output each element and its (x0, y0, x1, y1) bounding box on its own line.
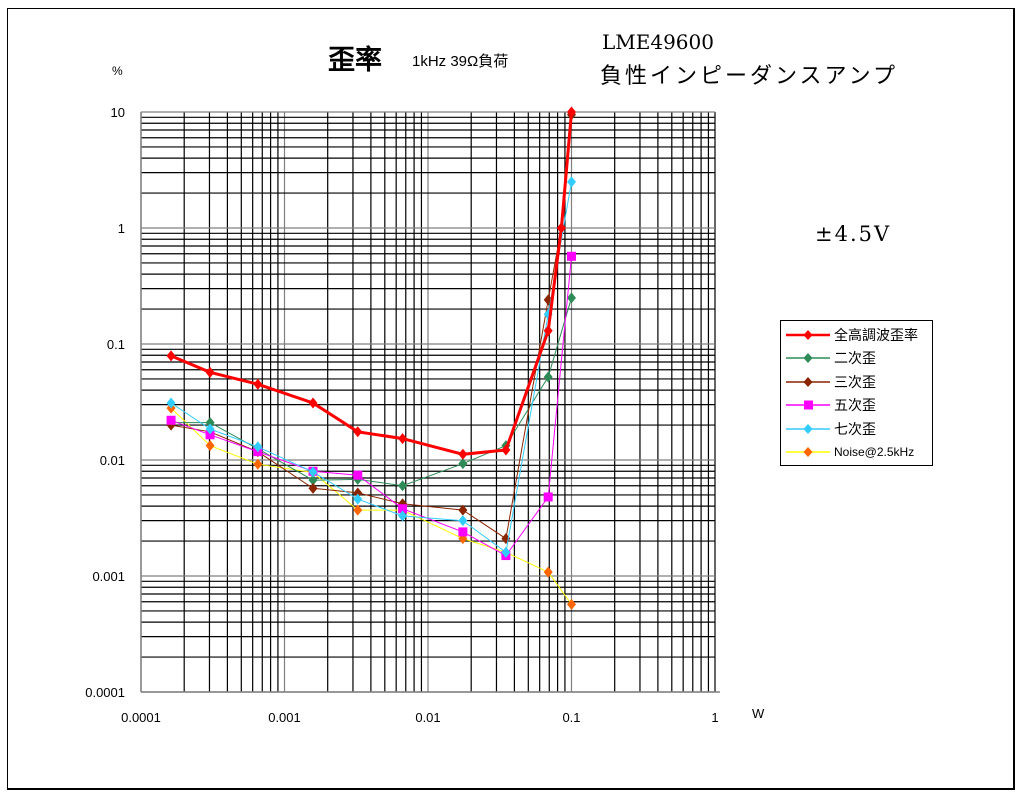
legend-swatch-2nd (786, 353, 830, 364)
data-series (166, 106, 576, 610)
legend-label: 全高調波歪率 (834, 327, 918, 344)
legend-swatch-3rd (786, 376, 830, 387)
supply-voltage-annotation: ±4.5V (815, 222, 892, 246)
legend: 全高調波歪率 二次歪 三次歪 五次歪 七次歪 Noise@2.5kHz (780, 320, 933, 466)
legend-item-2nd: 二次歪 (781, 347, 932, 371)
svg-text:0.01: 0.01 (415, 710, 440, 725)
legend-label: 七次歪 (834, 421, 876, 438)
legend-item-5th: 五次歪 (781, 394, 932, 418)
svg-text:0.001: 0.001 (92, 569, 125, 584)
svg-text:10: 10 (111, 105, 125, 120)
device-name: LME49600 (602, 30, 714, 54)
legend-item-thd: 全高調波歪率 (781, 323, 932, 347)
legend-label: 五次歪 (834, 398, 876, 415)
legend-swatch-7th (786, 423, 830, 434)
axis-tick-labels: 0.0001 0.001 0.01 0.1 1 10 0.0001 0.001 0.01 0.1 1 (85, 105, 718, 725)
y-axis-unit: % (112, 64, 123, 78)
svg-text:0.1: 0.1 (562, 710, 580, 725)
legend-swatch-5th (786, 400, 830, 410)
svg-text:0.1: 0.1 (107, 337, 125, 352)
legend-item-7th: 七次歪 (781, 417, 932, 441)
legend-swatch-noise (786, 447, 830, 458)
chart-condition: 1kHz 39Ω負荷 (412, 53, 509, 70)
svg-text:0.0001: 0.0001 (121, 710, 161, 725)
svg-text:0.0001: 0.0001 (85, 685, 125, 700)
grid-lines (140, 111, 720, 693)
x-axis-unit: W (752, 706, 765, 721)
legend-label: 二次歪 (834, 351, 876, 368)
svg-text:1: 1 (711, 710, 718, 725)
svg-text:0.001: 0.001 (268, 710, 301, 725)
svg-text:1: 1 (118, 221, 125, 236)
legend-swatch-thd (786, 329, 830, 340)
legend-label: 三次歪 (834, 374, 876, 391)
series-0 (166, 106, 576, 460)
legend-label: Noise@2.5kHz (834, 445, 915, 460)
svg-text:0.01: 0.01 (100, 453, 125, 468)
chart-frame (7, 8, 1015, 790)
legend-item-noise: Noise@2.5kHz (781, 441, 932, 465)
chart-title: 歪率 (328, 45, 382, 76)
circuit-name: 負性インピーダンスアンプ (600, 64, 899, 89)
legend-item-3rd: 三次歪 (781, 370, 932, 394)
